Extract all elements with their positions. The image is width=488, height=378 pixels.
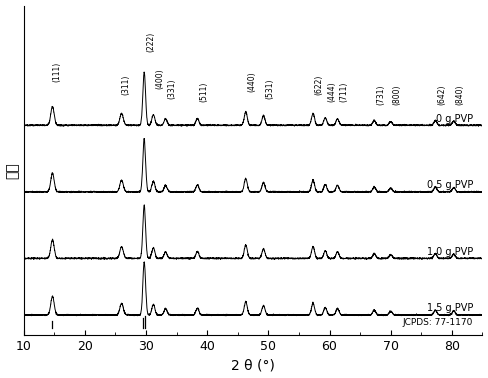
Text: (711): (711) [339, 82, 348, 102]
Text: 1.0 g PVP: 1.0 g PVP [427, 247, 473, 257]
Text: (731): (731) [376, 85, 385, 105]
Text: (622): (622) [315, 75, 324, 95]
X-axis label: 2 θ (°): 2 θ (°) [231, 358, 275, 372]
Text: 0.5 g PVP: 0.5 g PVP [427, 180, 473, 190]
Text: (222): (222) [147, 32, 156, 52]
Text: (642): (642) [437, 85, 446, 105]
Text: (440): (440) [247, 71, 257, 92]
Text: (111): (111) [53, 62, 61, 82]
Text: (400): (400) [155, 68, 164, 89]
Text: (444): (444) [327, 81, 336, 102]
Text: (800): (800) [392, 85, 402, 105]
Text: (840): (840) [455, 85, 465, 105]
Text: 1.5 g PVP: 1.5 g PVP [427, 304, 473, 313]
Text: JCPDS: 77-1170: JCPDS: 77-1170 [403, 318, 473, 327]
Text: (311): (311) [122, 75, 131, 95]
Text: (511): (511) [199, 82, 208, 102]
Text: (531): (531) [265, 78, 274, 99]
Text: 0 g PVP: 0 g PVP [436, 114, 473, 124]
Y-axis label: 强度: 强度 [5, 162, 20, 179]
Text: (331): (331) [167, 78, 177, 99]
